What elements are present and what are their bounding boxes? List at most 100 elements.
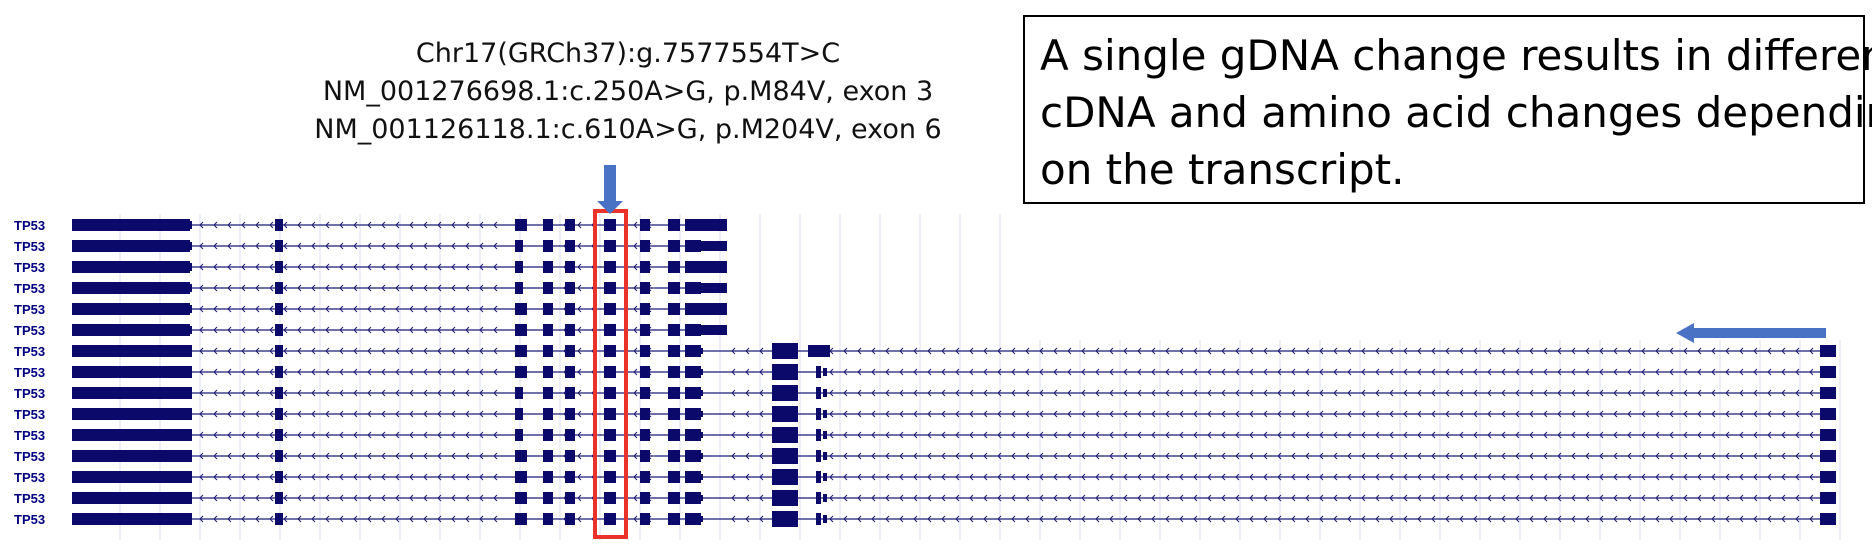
strand-chevron	[255, 452, 260, 460]
exon-block	[190, 345, 192, 357]
strand-chevron	[465, 305, 470, 313]
strand-chevron	[857, 368, 862, 376]
strand-chevron	[857, 410, 862, 418]
strand-chevron	[1767, 452, 1772, 460]
strand-chevron	[493, 368, 498, 376]
strand-chevron	[731, 431, 736, 439]
strand-chevron	[927, 473, 932, 481]
exon-block	[816, 450, 821, 462]
strand-chevron	[255, 494, 260, 502]
exon-block	[701, 516, 703, 522]
strand-chevron	[1543, 410, 1548, 418]
strand-chevron	[283, 326, 288, 334]
strand-chevron	[241, 305, 246, 313]
exon-block	[668, 450, 680, 462]
strand-chevron	[1459, 347, 1464, 355]
exon-block	[701, 411, 703, 417]
strand-chevron	[1431, 410, 1436, 418]
strand-chevron	[381, 347, 386, 355]
strand-chevron	[1599, 389, 1604, 397]
strand-chevron	[423, 305, 428, 313]
strand-chevron	[465, 242, 470, 250]
transcript-row: TP53	[14, 385, 1836, 401]
strand-chevron	[1585, 410, 1590, 418]
strand-chevron	[913, 389, 918, 397]
strand-chevron	[1473, 368, 1478, 376]
exon-block	[190, 366, 192, 378]
strand-chevron	[451, 389, 456, 397]
strand-chevron	[1263, 347, 1268, 355]
strand-chevron	[367, 389, 372, 397]
strand-chevron	[269, 452, 274, 460]
strand-chevron	[927, 452, 932, 460]
strand-chevron	[731, 368, 736, 376]
strand-chevron	[1095, 452, 1100, 460]
strand-chevron	[353, 263, 358, 271]
strand-chevron	[339, 263, 344, 271]
strand-chevron	[1123, 347, 1128, 355]
strand-chevron	[1249, 515, 1254, 523]
strand-chevron	[283, 242, 288, 250]
exon-block	[640, 513, 650, 525]
exon-block	[640, 492, 650, 504]
strand-chevron	[885, 368, 890, 376]
exon-block	[515, 471, 527, 483]
strand-chevron	[479, 452, 484, 460]
strand-chevron	[1697, 473, 1702, 481]
strand-chevron	[381, 494, 386, 502]
strand-chevron	[381, 263, 386, 271]
strand-chevron	[1585, 515, 1590, 523]
strand-chevron	[1361, 368, 1366, 376]
strand-chevron	[1207, 494, 1212, 502]
transcript-row: TP53	[14, 218, 727, 233]
strand-chevron	[1711, 431, 1716, 439]
strand-chevron	[1767, 473, 1772, 481]
strand-chevron	[493, 326, 498, 334]
strand-chevron	[395, 284, 400, 292]
strand-chevron	[1683, 431, 1688, 439]
strand-chevron	[843, 494, 848, 502]
strand-chevron	[451, 263, 456, 271]
strand-chevron	[367, 305, 372, 313]
strand-chevron	[1403, 431, 1408, 439]
strand-chevron	[1305, 410, 1310, 418]
strand-chevron	[1711, 347, 1716, 355]
exon-block	[604, 429, 616, 441]
strand-chevron	[297, 305, 302, 313]
exon-block	[604, 345, 616, 357]
strand-chevron	[1487, 431, 1492, 439]
strand-chevron	[1739, 494, 1744, 502]
strand-chevron	[1193, 368, 1198, 376]
strand-chevron	[409, 284, 414, 292]
strand-chevron	[325, 515, 330, 523]
strand-chevron	[339, 221, 344, 229]
strand-chevron	[1599, 473, 1604, 481]
strand-chevron	[269, 515, 274, 523]
strand-chevron	[297, 473, 302, 481]
strand-chevron	[983, 431, 988, 439]
exon-block	[72, 240, 190, 252]
exon-block	[685, 366, 701, 378]
strand-chevron	[1417, 431, 1422, 439]
exon-block	[565, 366, 575, 378]
strand-chevron	[367, 473, 372, 481]
strand-chevron	[1613, 473, 1618, 481]
strand-chevron	[1669, 389, 1674, 397]
strand-chevron	[1109, 410, 1114, 418]
strand-chevron	[1501, 410, 1506, 418]
strand-chevron	[1417, 473, 1422, 481]
strand-chevron	[213, 305, 218, 313]
strand-chevron	[1263, 368, 1268, 376]
exon-block	[565, 408, 575, 420]
strand-chevron	[983, 515, 988, 523]
strand-chevron	[493, 347, 498, 355]
strand-chevron	[1417, 515, 1422, 523]
strand-chevron	[1025, 410, 1030, 418]
strand-chevron	[1249, 368, 1254, 376]
strand-chevron	[353, 305, 358, 313]
strand-chevron	[479, 221, 484, 229]
strand-chevron	[1165, 452, 1170, 460]
exon-block	[275, 324, 283, 336]
strand-chevron	[423, 515, 428, 523]
strand-chevron	[409, 242, 414, 250]
